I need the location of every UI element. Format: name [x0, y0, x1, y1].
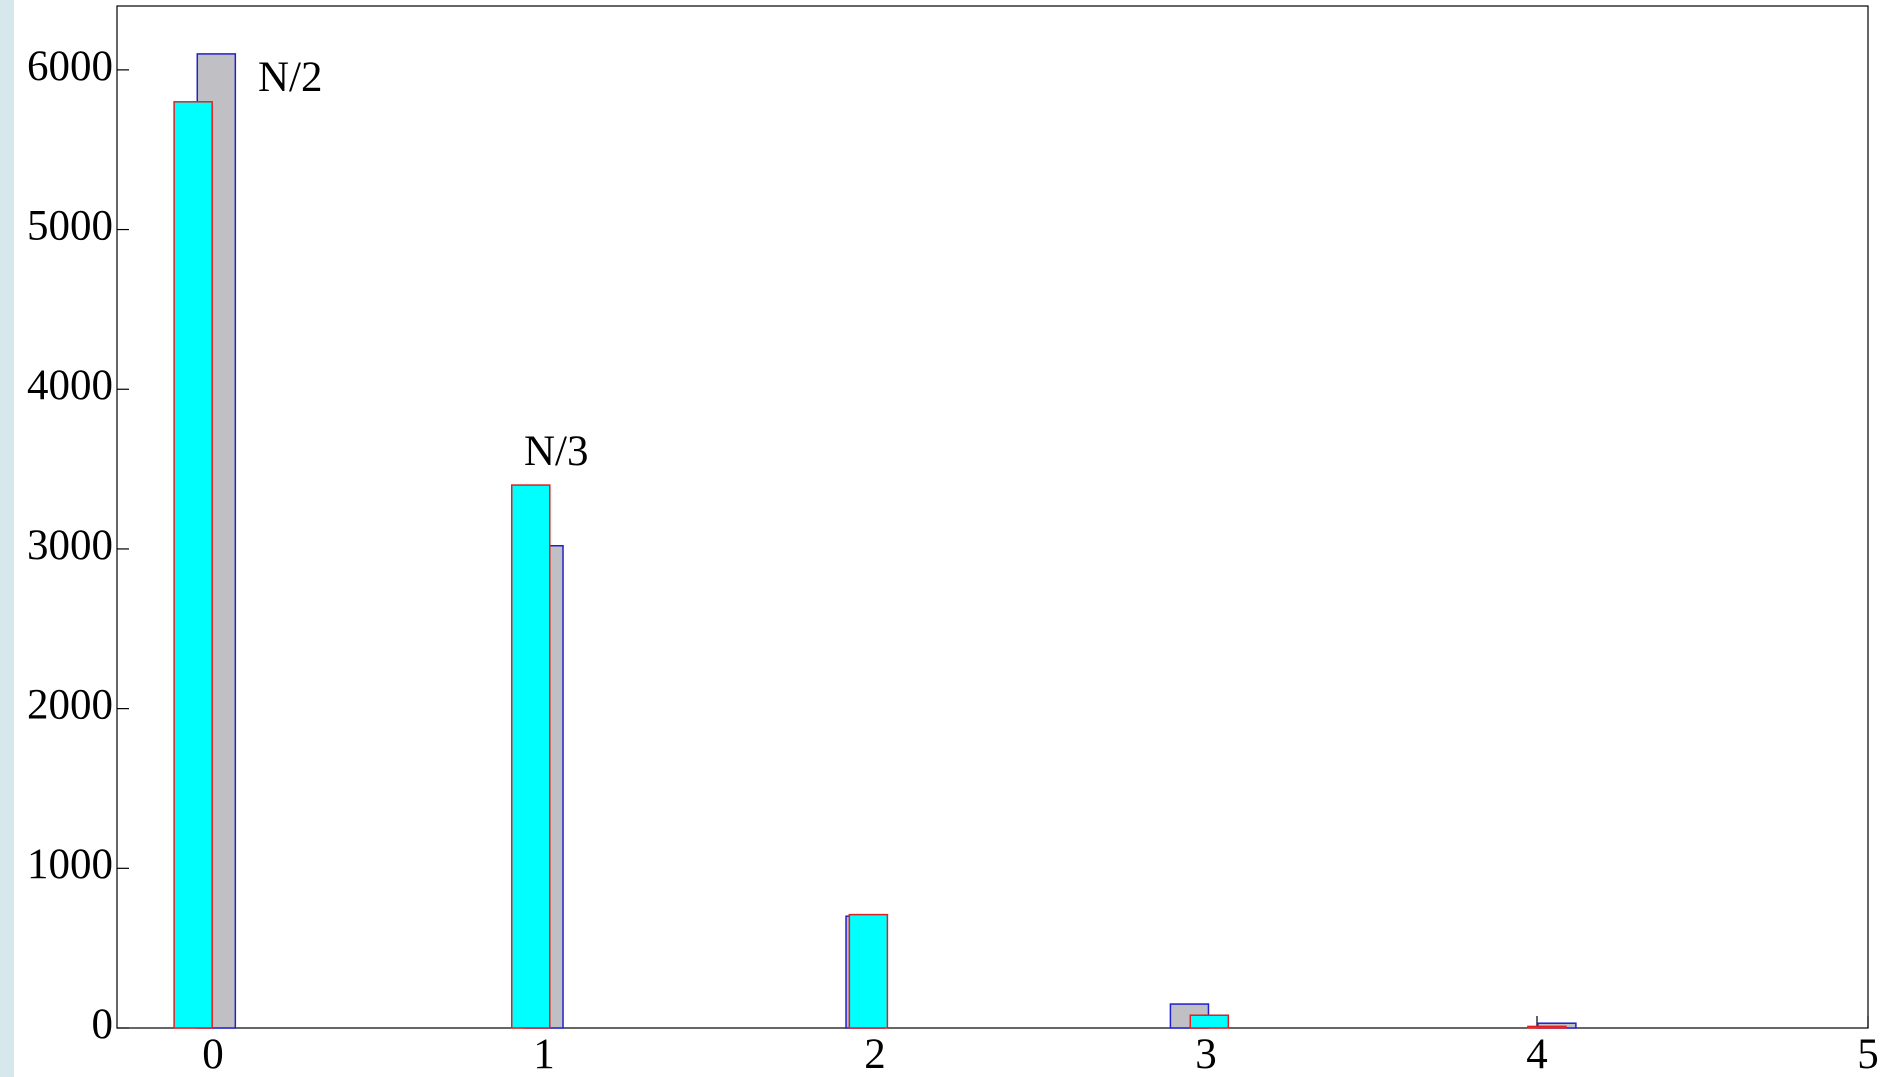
- y-tick-label: 5000: [27, 202, 113, 249]
- y-tick-label: 2000: [27, 682, 113, 729]
- y-tick-label: 4000: [27, 362, 113, 409]
- plot-frame: [116, 5, 1869, 1029]
- x-tick-label: 5: [1857, 1031, 1879, 1077]
- x-tick-label: 0: [202, 1031, 224, 1077]
- x-tick-label: 3: [1195, 1031, 1217, 1077]
- y-tick-label: 0: [92, 1001, 114, 1048]
- y-tick-label: 6000: [27, 43, 113, 90]
- x-tick-label: 4: [1526, 1031, 1548, 1077]
- side-strip: [0, 0, 14, 1077]
- bar: [1527, 1025, 1567, 1029]
- bar: [848, 913, 889, 1029]
- bar: [510, 484, 551, 1029]
- annotation: N/3: [524, 428, 589, 475]
- y-tick-label: 3000: [27, 522, 113, 569]
- bar: [1189, 1014, 1230, 1029]
- bar: [173, 101, 213, 1029]
- x-tick-label: 1: [533, 1031, 555, 1077]
- annotation: N/2: [258, 54, 323, 101]
- y-tick-label: 1000: [27, 841, 113, 888]
- x-tick-label: 2: [864, 1031, 886, 1077]
